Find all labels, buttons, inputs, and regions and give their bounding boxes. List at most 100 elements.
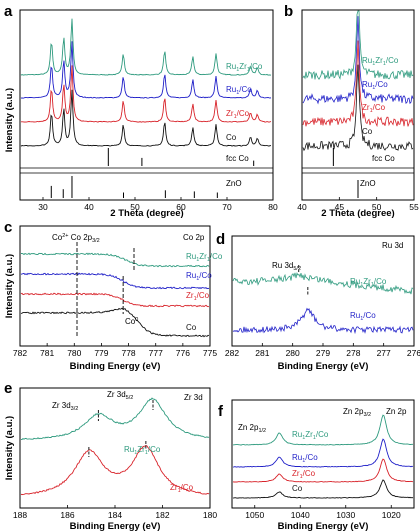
panel-c-x-tick-label: 779 bbox=[94, 348, 108, 358]
panel-c-x-tick-label: 781 bbox=[40, 348, 54, 358]
panel-d-curves bbox=[232, 265, 414, 335]
panel-e-curves bbox=[20, 397, 210, 496]
panel-e-x-tick-label: 186 bbox=[60, 510, 74, 520]
panel-c-xlabel: Binding Energy (eV) bbox=[70, 361, 161, 372]
panel-c-curves bbox=[20, 242, 210, 338]
panel-b-curve bbox=[302, 16, 414, 105]
panel-f-peak-label: Zn 2p3/2 bbox=[343, 407, 371, 418]
panel-d-x-ticks: 282 281 280 279 278 277 276 bbox=[225, 343, 420, 358]
panel-c-x-tick-label: 777 bbox=[149, 348, 163, 358]
panel-c-frame bbox=[19, 225, 211, 347]
panel-a-series-label: Zr1​/Co bbox=[226, 109, 250, 120]
panel-e-x-tick-label: 180 bbox=[203, 510, 217, 520]
panel-b-ref-label: fcc Co bbox=[372, 154, 395, 163]
panel-a-letter: a bbox=[4, 3, 13, 20]
panel-f-series-label: Ru1​/Co bbox=[292, 453, 318, 464]
panel-f-x-tick-label: 1020 bbox=[382, 510, 401, 520]
panel-b-letter: b bbox=[284, 3, 293, 20]
panel-c-co2-label: Co2+ Co 2p3/2 bbox=[52, 233, 100, 244]
panel-b-curves bbox=[302, 10, 414, 152]
panel-a-series-label: Ru1​/Co bbox=[226, 85, 252, 96]
panel-f-x-tick-label: 1030 bbox=[336, 510, 355, 520]
panel-f-series-label: Zr1​/Co bbox=[292, 469, 316, 480]
panel-a: a 30 40 50 60 70 80 Ru1​Zr1​/Co Ru1​/Co Zr1​/Co… bbox=[4, 3, 278, 219]
panel-b-x-tick-label: 45 bbox=[335, 202, 345, 212]
panel-c-x-tick-label: 780 bbox=[67, 348, 81, 358]
panel-c-curve bbox=[20, 292, 210, 308]
panel-d-curve bbox=[232, 272, 414, 295]
panel-c-series-label: Zr1​/Co bbox=[186, 291, 210, 302]
panel-d-x-tick-label: 281 bbox=[255, 348, 269, 358]
panel-f-x-ticks: 1050 1040 1030 1020 bbox=[245, 505, 401, 520]
panel-d-x-tick-label: 278 bbox=[346, 348, 360, 358]
panel-a-ref-label: ZnO bbox=[226, 179, 242, 188]
panel-c-x-tick-label: 782 bbox=[13, 348, 27, 358]
panel-e-peak-label: Zr 3d3/2 bbox=[52, 401, 78, 412]
panel-d-xlabel: Binding Energy (eV) bbox=[278, 361, 369, 372]
panel-e-series-label: Zr1​/Co bbox=[170, 483, 194, 494]
panel-d-title: Ru 3d bbox=[382, 241, 403, 250]
panel-d-x-tick-label: 280 bbox=[286, 348, 300, 358]
panel-e-curve bbox=[20, 397, 210, 440]
panel-b-curve bbox=[302, 40, 414, 128]
panel-f-title: Zn 2p bbox=[386, 407, 407, 416]
panel-c-ylabel: Intensity (a.u.) bbox=[4, 254, 15, 318]
panel-f-letter: f bbox=[218, 403, 224, 420]
panel-f-x-tick-label: 1040 bbox=[291, 510, 310, 520]
panel-f-series-label: Ru1​Zr1​/Co bbox=[292, 430, 329, 441]
panel-e-series-label: Ru1​Zr1​/Co bbox=[124, 445, 161, 456]
panel-a-curve bbox=[20, 18, 272, 76]
panel-a-x-tick-label: 70 bbox=[222, 202, 232, 212]
panel-b-x-tick-label: 50 bbox=[372, 202, 382, 212]
panel-a-ylabel: Intensity (a.u.) bbox=[4, 88, 15, 152]
panel-c-x-tick-label: 775 bbox=[203, 348, 217, 358]
panel-c-curve bbox=[20, 307, 210, 338]
panel-a-ref-label: fcc Co bbox=[226, 154, 249, 163]
panel-b-frame bbox=[301, 9, 415, 201]
panel-d-letter: d bbox=[216, 231, 225, 248]
panel-d-x-tick-label: 277 bbox=[377, 348, 391, 358]
panel-c-series-label: Ru1​Zr1​/Co bbox=[186, 252, 223, 263]
panel-d-series-labels: Ru 3d Ru 3d5/2 Ru1​Zr1​/Co Ru1​/Co bbox=[272, 241, 403, 322]
panel-f-curve bbox=[232, 479, 414, 499]
panel-a-series-labels: Ru1​Zr1​/Co Ru1​/Co Zr1​/Co Co bbox=[226, 62, 263, 142]
panel-f-xlabel: Binding Energy (eV) bbox=[278, 521, 369, 532]
panel-d-x-tick-label: 279 bbox=[316, 348, 330, 358]
panel-a-series-label: Co bbox=[226, 133, 237, 142]
panel-c-curve bbox=[21, 252, 210, 268]
panel-b-x-ticks: 40 45 50 55 bbox=[297, 197, 419, 212]
panel-b-reference-sticks: fcc Co ZnO bbox=[302, 148, 414, 198]
panel-c-series-label: Ru1​/Co bbox=[186, 271, 212, 282]
panel-a-x-tick-label: 30 bbox=[38, 202, 48, 212]
panel-c-x-tick-label: 776 bbox=[176, 348, 190, 358]
panel-a-series-label: Ru1​Zr1​/Co bbox=[226, 62, 263, 73]
panel-e-peak-label: Zr 3d5/2 bbox=[107, 390, 133, 401]
panel-b-ref-label: ZnO bbox=[360, 179, 376, 188]
panel-f-curve bbox=[232, 414, 414, 446]
panel-b-x-tick-label: 55 bbox=[409, 202, 419, 212]
panel-f-x-tick-label: 1050 bbox=[245, 510, 264, 520]
panel-d-x-tick-label: 276 bbox=[407, 348, 420, 358]
panel-e-x-tick-label: 184 bbox=[108, 510, 122, 520]
panel-c-title: Co 2p bbox=[183, 233, 205, 242]
panel-c-x-ticks: 782 781 780 779 778 777 776 775 bbox=[13, 343, 217, 358]
panel-b-series-label: Zr1​/Co bbox=[362, 103, 386, 114]
panel-f-peak-label: Zn 2p1/2 bbox=[238, 423, 266, 434]
panel-f-series-label: Co bbox=[292, 484, 303, 493]
panel-d-series-label: Ru1​/Co bbox=[350, 311, 376, 322]
panel-a-frame bbox=[19, 9, 274, 201]
panel-b-x-tick-label: 40 bbox=[297, 202, 307, 212]
panel-d-series-label: Ru1​Zr1​/Co bbox=[350, 277, 387, 288]
panel-c-curve bbox=[20, 272, 210, 290]
panel-b-series-labels: Ru1​Zr1​/Co Ru1​/Co Zr1​/Co Co bbox=[362, 56, 399, 136]
panel-e-letter: e bbox=[4, 380, 12, 397]
panel-e-series-labels: Zr 3d Zr 3d3/2 Zr 3d5/2 Ru1​Zr1​/Co Zr1​/Co bbox=[52, 390, 203, 494]
panel-f-curve bbox=[232, 438, 414, 468]
panel-d-curve bbox=[232, 307, 414, 335]
panel-a-curve bbox=[20, 89, 272, 147]
panel-a-curve bbox=[20, 41, 272, 99]
panel-d-peak-label: Ru 3d5/2 bbox=[272, 261, 301, 272]
panel-c-series-labels: Ru1​Zr1​/Co Ru1​/Co Zr1​/Co Co Co2+ Co 2p3/2… bbox=[52, 233, 223, 332]
